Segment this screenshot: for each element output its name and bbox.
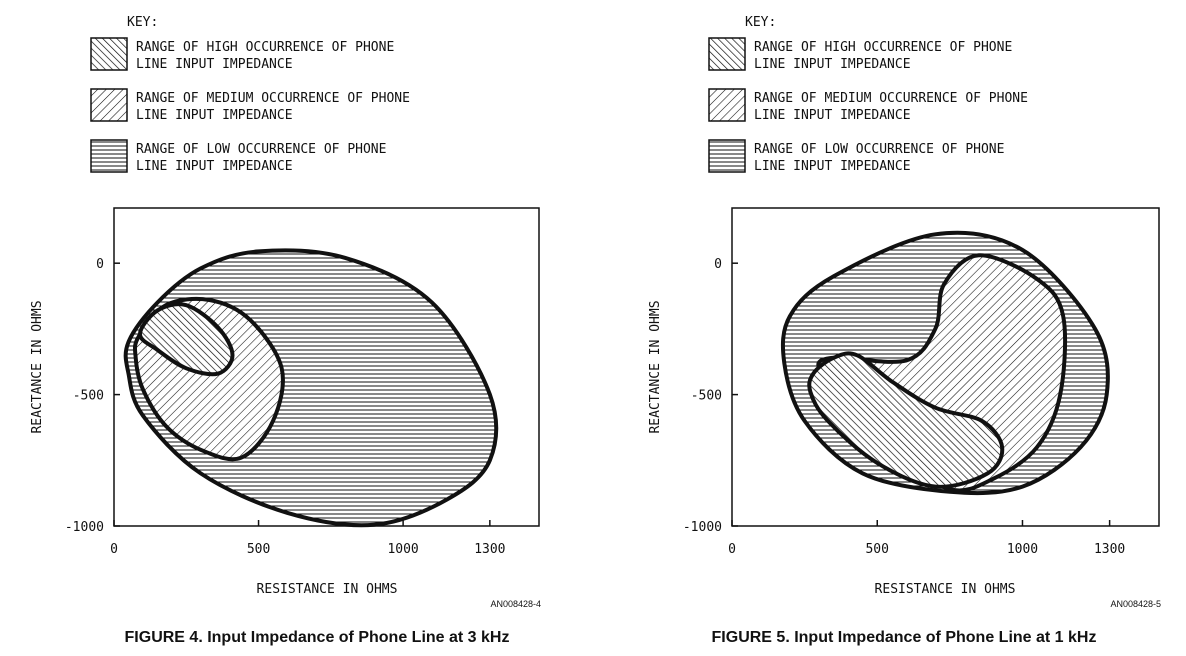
figure-caption: FIGURE 4. Input Impedance of Phone Line … <box>125 629 510 646</box>
key-item-low: RANGE OF LOW OCCURRENCE OF PHONE LINE IN… <box>708 139 1004 174</box>
key-item-low: RANGE OF LOW OCCURRENCE OF PHONE LINE IN… <box>90 139 386 174</box>
key-label-line2: LINE INPUT IMPEDANCE <box>136 159 293 174</box>
figure-caption: FIGURE 5. Input Impedance of Phone Line … <box>712 629 1097 646</box>
key-item-medium: RANGE OF MEDIUM OCCURRENCE OF PHONE LINE… <box>90 88 410 123</box>
key-label-line2: LINE INPUT IMPEDANCE <box>754 159 911 174</box>
key-title: KEY: <box>127 15 158 30</box>
key-item-high: RANGE OF HIGH OCCURRENCE OF PHONE LINE I… <box>90 37 394 72</box>
key-label-line1: RANGE OF HIGH OCCURRENCE OF PHONE <box>754 40 1012 55</box>
chart-figure-4: KEY: RANGE OF HIGH OCCURRENCE OF PHONE L… <box>30 15 541 646</box>
plot-frame <box>113 207 540 527</box>
x-tick-label: 1000 <box>1007 542 1038 557</box>
y-axis-label: REACTANCE IN OHMS <box>648 300 663 433</box>
key-swatch-high <box>708 37 746 71</box>
y-tick-label: -500 <box>691 389 722 404</box>
x-tick-label: 0 <box>110 542 118 557</box>
key-swatch-high <box>90 37 128 71</box>
key-label-line1: RANGE OF HIGH OCCURRENCE OF PHONE <box>136 40 394 55</box>
figure-code: AN008428-4 <box>490 599 541 609</box>
key-item-medium: RANGE OF MEDIUM OCCURRENCE OF PHONE LINE… <box>708 88 1028 123</box>
key-label-line2: LINE INPUT IMPEDANCE <box>754 57 911 72</box>
x-tick-label: 0 <box>728 542 736 557</box>
key-swatch-low <box>708 139 746 173</box>
key-label-line2: LINE INPUT IMPEDANCE <box>136 57 293 72</box>
key-title: KEY: <box>745 15 776 30</box>
x-tick-label: 1300 <box>1094 542 1125 557</box>
y-tick-label: 0 <box>714 257 722 272</box>
x-tick-label: 500 <box>865 542 888 557</box>
y-tick-label: -500 <box>73 389 104 404</box>
y-axis-label: REACTANCE IN OHMS <box>30 300 45 433</box>
key-label-line1: RANGE OF MEDIUM OCCURRENCE OF PHONE <box>136 91 410 106</box>
axis-ticks: 0 500 1000 1300 0 -500 -1000 <box>683 257 1125 557</box>
key-label-line1: RANGE OF MEDIUM OCCURRENCE OF PHONE <box>754 91 1028 106</box>
y-tick-label: -1000 <box>683 520 722 535</box>
region-high-occurrence <box>138 302 235 377</box>
chart-figure-5: KEY: RANGE OF HIGH OCCURRENCE OF PHONE L… <box>648 15 1161 646</box>
x-tick-label: 500 <box>247 542 270 557</box>
x-axis-label: RESISTANCE IN OHMS <box>257 582 398 597</box>
x-tick-label: 1000 <box>387 542 418 557</box>
figure-code: AN008428-5 <box>1110 599 1161 609</box>
region-high-occurrence <box>807 351 1005 489</box>
key-swatch-medium <box>90 88 128 122</box>
key-label-line2: LINE INPUT IMPEDANCE <box>136 108 293 123</box>
x-tick-label: 1300 <box>474 542 505 557</box>
y-tick-label: -1000 <box>65 520 104 535</box>
impedance-regions <box>780 230 1110 496</box>
key-item-high: RANGE OF HIGH OCCURRENCE OF PHONE LINE I… <box>708 37 1012 72</box>
y-tick-label: 0 <box>96 257 104 272</box>
key-swatch-medium <box>708 88 746 122</box>
impedance-regions <box>123 248 499 528</box>
key-label-line1: RANGE OF LOW OCCURRENCE OF PHONE <box>136 142 386 157</box>
plot-frame <box>731 207 1160 527</box>
key-swatch-low <box>90 139 128 173</box>
axis-ticks: 0 500 1000 1300 0 -500 -1000 <box>65 257 506 557</box>
key-label-line2: LINE INPUT IMPEDANCE <box>754 108 911 123</box>
key-label-line1: RANGE OF LOW OCCURRENCE OF PHONE <box>754 142 1004 157</box>
x-axis-label: RESISTANCE IN OHMS <box>875 582 1016 597</box>
